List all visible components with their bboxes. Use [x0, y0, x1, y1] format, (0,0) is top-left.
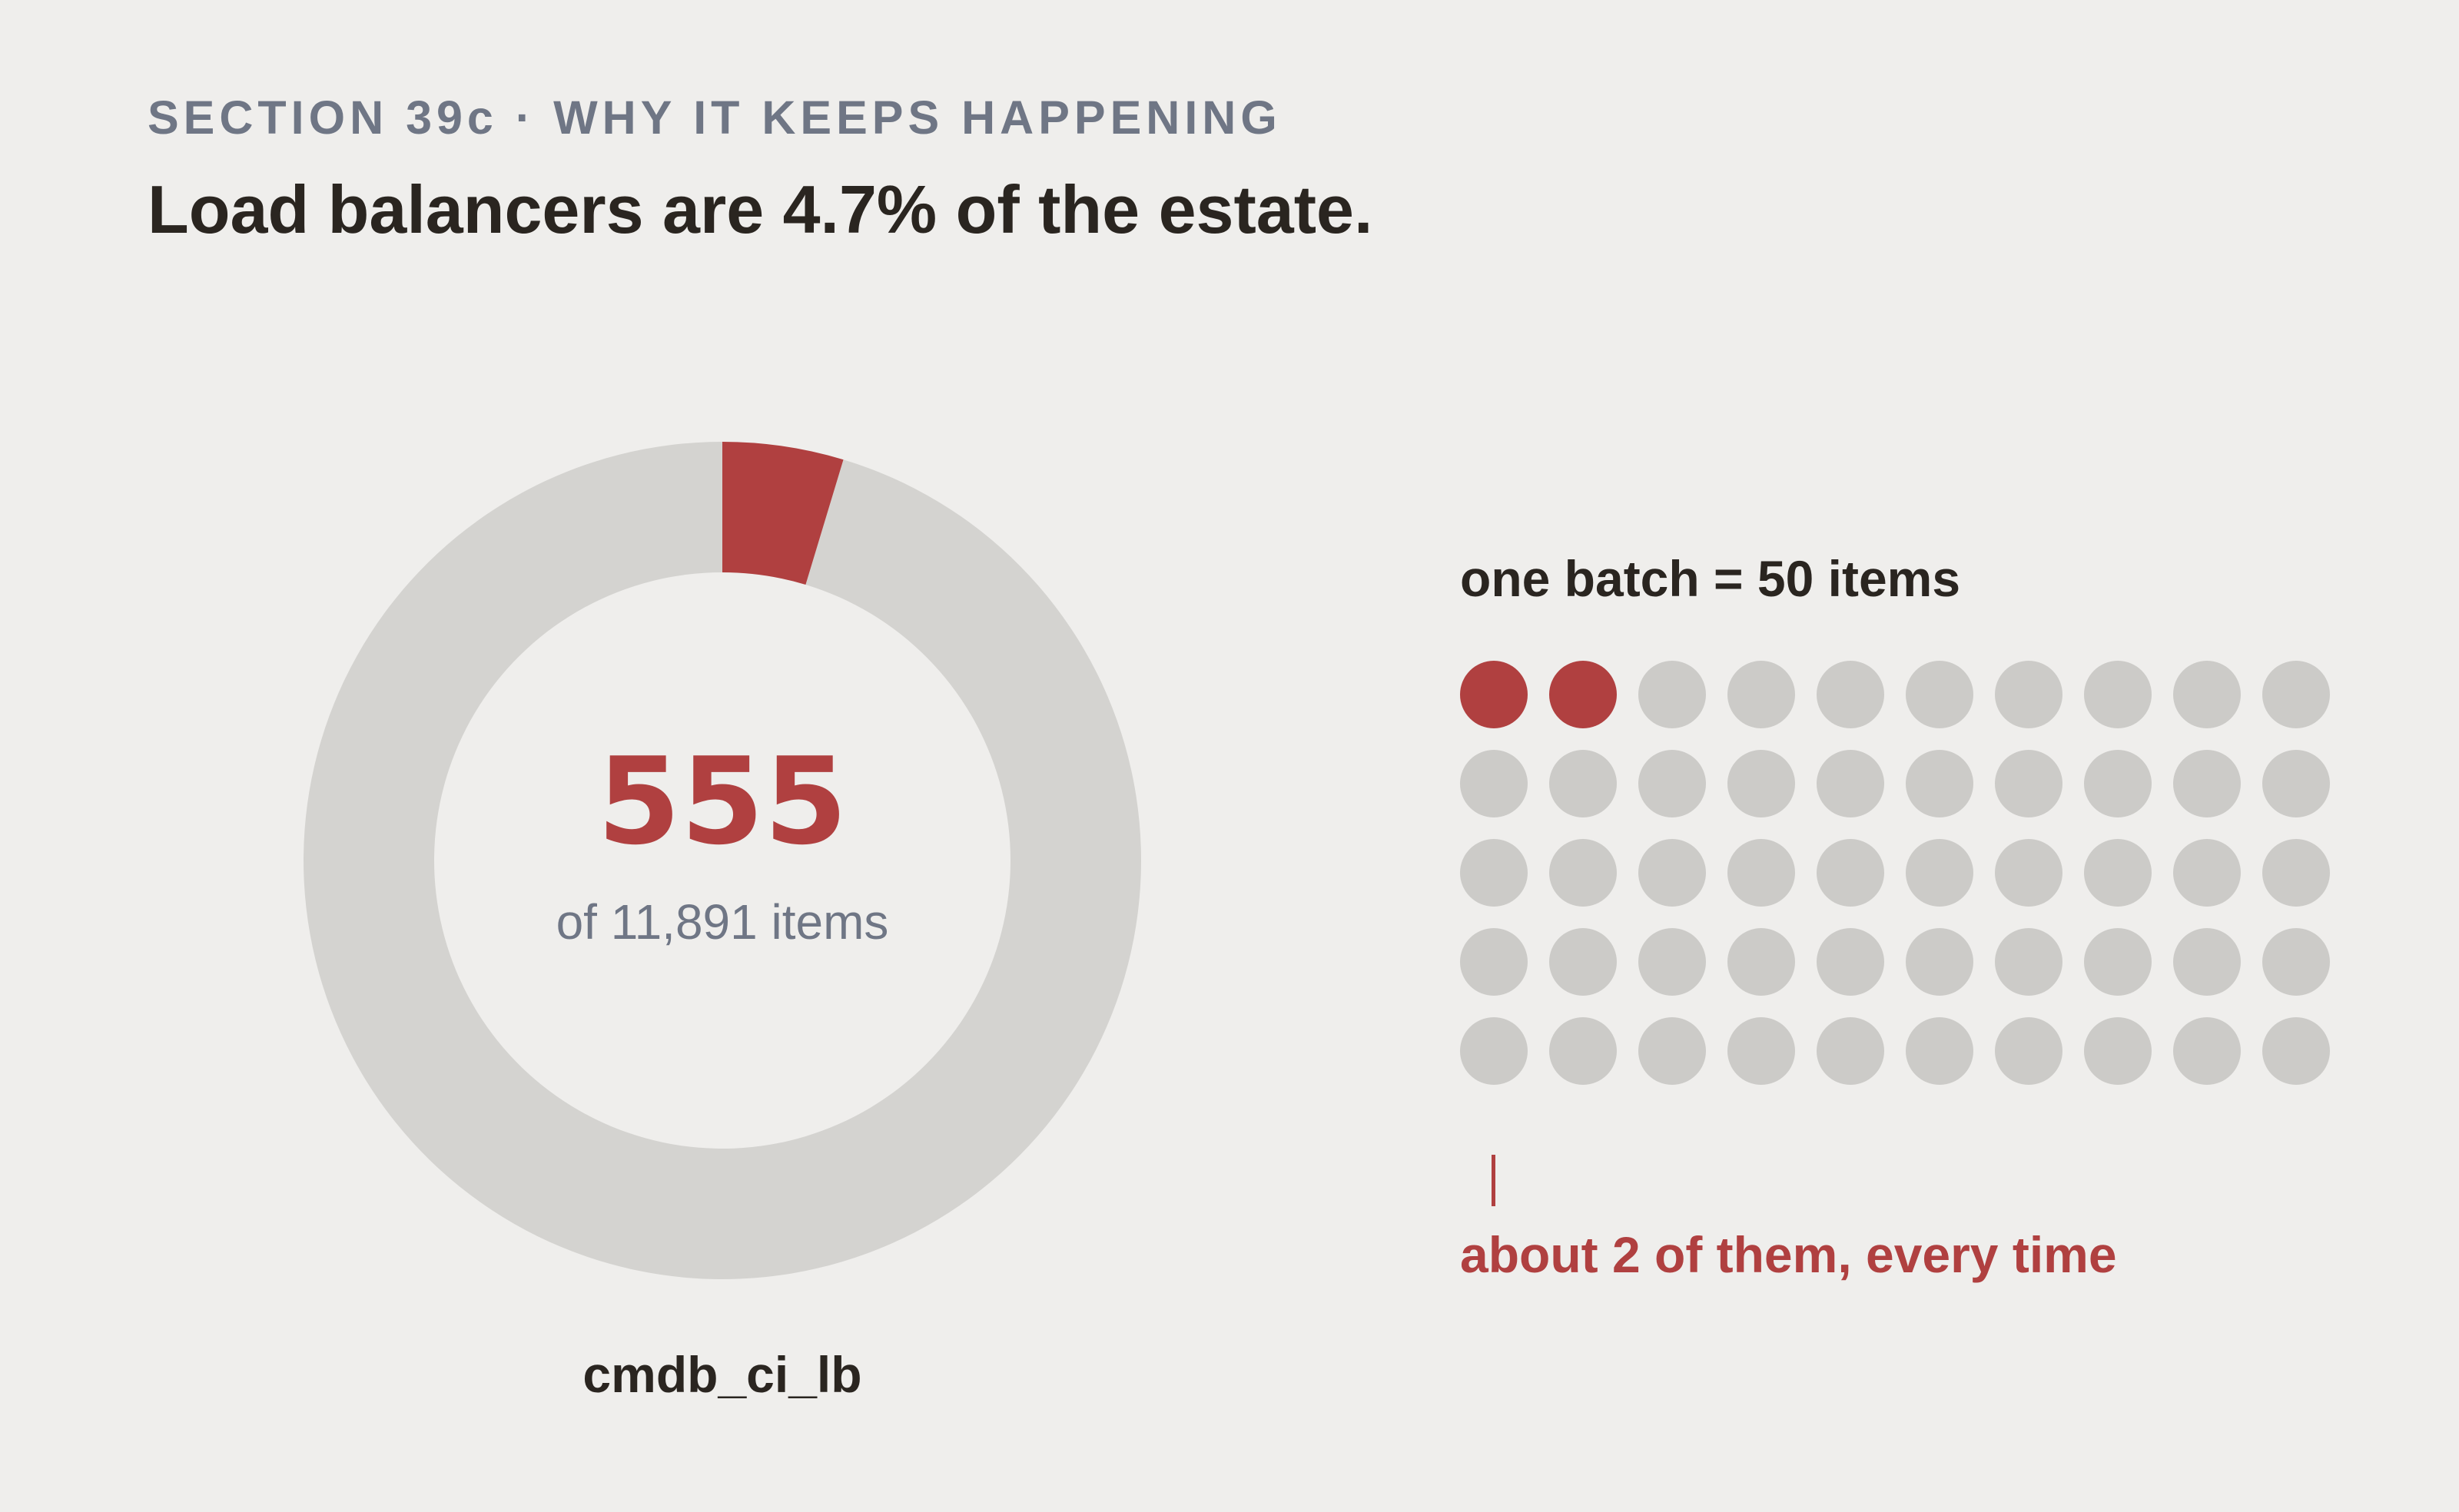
donut-chart	[304, 442, 1142, 1279]
waffle-dot	[2084, 661, 2152, 728]
waffle-dot	[2084, 1017, 2152, 1085]
waffle-dot	[2262, 928, 2330, 996]
waffle-dot	[1906, 1017, 1973, 1085]
donut-center-label: of 11,891 items	[556, 894, 889, 950]
waffle-dot	[1727, 750, 1795, 817]
donut-remainder-slice	[304, 442, 1142, 1279]
waffle-dot	[2173, 839, 2241, 907]
waffle-dot	[2173, 928, 2241, 996]
waffle-dot	[1727, 661, 1795, 728]
waffle-title: one batch = 50 items	[1460, 550, 1961, 607]
waffle-callout: about 2 of them, every time	[1460, 1226, 2117, 1283]
waffle-dot	[1549, 1017, 1617, 1085]
waffle-dot	[1906, 928, 1973, 996]
waffle-dot	[2084, 839, 2152, 907]
waffle-dot	[1906, 750, 1973, 817]
waffle-dot	[2262, 750, 2330, 817]
waffle-dot	[2262, 1017, 2330, 1085]
donut-highlight-slice	[722, 442, 844, 585]
waffle-dot	[1638, 839, 1706, 907]
waffle-dot	[1638, 1017, 1706, 1085]
waffle-dot-highlighted	[1460, 661, 1528, 728]
waffle-dot	[2173, 661, 2241, 728]
waffle-dot	[1727, 839, 1795, 907]
waffle-dot	[1638, 928, 1706, 996]
waffle-dot-highlighted	[1549, 661, 1617, 728]
waffle-dot	[1995, 839, 2062, 907]
waffle-dot	[1549, 750, 1617, 817]
waffle-dot	[1817, 661, 1884, 728]
waffle-dot	[1995, 750, 2062, 817]
waffle-dot	[1460, 1017, 1528, 1085]
waffle-chart	[1460, 661, 2330, 1085]
page-headline: Load balancers are 4.7% of the estate.	[148, 171, 1373, 247]
waffle-dot	[1995, 661, 2062, 728]
section-eyebrow: SECTION 39c · WHY IT KEEPS HAPPENING	[148, 91, 1282, 144]
waffle-dot	[2084, 750, 2152, 817]
waffle-dot	[1460, 750, 1528, 817]
donut-category-label: cmdb_ci_lb	[582, 1346, 862, 1403]
waffle-dot	[1906, 839, 1973, 907]
waffle-dot	[1995, 928, 2062, 996]
callout-tick	[1492, 1155, 1495, 1206]
waffle-dot	[1549, 839, 1617, 907]
waffle-dot	[1638, 661, 1706, 728]
waffle-dot	[1817, 750, 1884, 817]
waffle-dot	[1460, 928, 1528, 996]
donut-center-value: 555	[597, 731, 848, 871]
waffle-dot	[1727, 928, 1795, 996]
waffle-dot	[1995, 1017, 2062, 1085]
waffle-dot	[1727, 1017, 1795, 1085]
waffle-dot	[1638, 750, 1706, 817]
waffle-dot	[2084, 928, 2152, 996]
waffle-dot	[1817, 928, 1884, 996]
waffle-dot	[1549, 928, 1617, 996]
waffle-dot	[2173, 1017, 2241, 1085]
waffle-dot	[1817, 839, 1884, 907]
waffle-dot	[1906, 661, 1973, 728]
waffle-dot	[1817, 1017, 1884, 1085]
waffle-dot	[2262, 661, 2330, 728]
waffle-dot	[2173, 750, 2241, 817]
waffle-dot	[1460, 839, 1528, 907]
waffle-dot	[2262, 839, 2330, 907]
